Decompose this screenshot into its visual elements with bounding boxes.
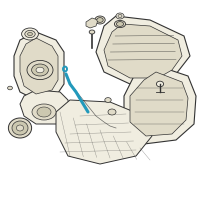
Ellipse shape [25, 30, 35, 38]
Polygon shape [56, 100, 152, 164]
Ellipse shape [36, 67, 44, 73]
Ellipse shape [118, 14, 122, 18]
Ellipse shape [114, 20, 126, 28]
Polygon shape [20, 90, 70, 124]
Ellipse shape [22, 28, 38, 40]
Polygon shape [124, 64, 196, 144]
Ellipse shape [16, 125, 24, 131]
Polygon shape [104, 24, 182, 78]
Ellipse shape [116, 22, 124, 26]
Ellipse shape [12, 121, 28, 135]
Ellipse shape [32, 104, 56, 120]
Polygon shape [86, 18, 98, 28]
Ellipse shape [156, 81, 164, 87]
Ellipse shape [32, 64, 48, 76]
Ellipse shape [116, 13, 124, 19]
Ellipse shape [37, 107, 51, 117]
Ellipse shape [97, 18, 103, 22]
Polygon shape [130, 72, 188, 136]
Ellipse shape [8, 86, 12, 90]
Ellipse shape [105, 98, 111, 102]
Ellipse shape [89, 30, 95, 34]
Ellipse shape [27, 60, 53, 80]
Ellipse shape [28, 32, 32, 36]
Ellipse shape [95, 16, 105, 24]
Ellipse shape [8, 118, 32, 138]
Polygon shape [20, 38, 58, 94]
Polygon shape [14, 32, 64, 100]
Ellipse shape [108, 109, 116, 115]
Polygon shape [96, 16, 190, 84]
